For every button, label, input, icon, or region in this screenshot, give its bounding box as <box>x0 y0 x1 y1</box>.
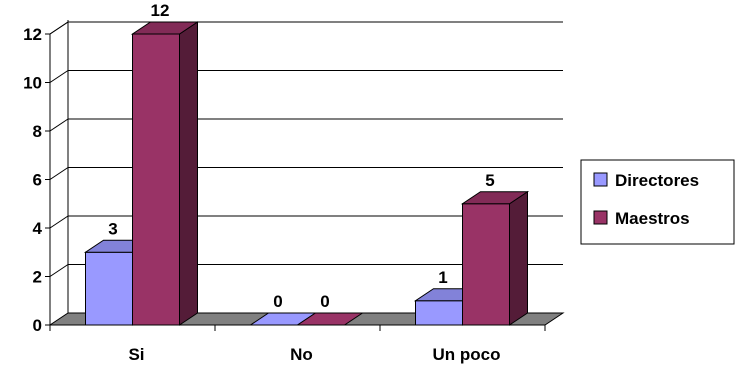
bar-maestros-2 <box>460 190 530 326</box>
x-category-label: Un poco <box>433 345 501 364</box>
x-axis: Si No Un poco <box>49 324 546 364</box>
data-label: 1 <box>438 268 447 287</box>
bar-maestros-0 <box>130 21 200 326</box>
x-category-label: Si <box>128 345 144 364</box>
bar-top <box>460 191 530 205</box>
y-tick-label: 12 <box>23 25 42 44</box>
bar-side <box>179 21 198 326</box>
data-label: 3 <box>108 219 117 238</box>
legend-label: Directores <box>615 171 699 190</box>
bar-front <box>415 300 463 326</box>
bar-side <box>509 190 528 326</box>
gridline-diagonal <box>49 215 69 229</box>
y-tick-label: 10 <box>23 74 42 93</box>
y-tick-label: 6 <box>33 171 42 190</box>
gridline-diagonal <box>49 118 69 132</box>
y-axis: 0 2 4 6 8 10 12 <box>23 25 51 335</box>
legend-swatch <box>593 172 608 187</box>
gridline-diagonal <box>49 21 69 35</box>
legend: Directores Maestros <box>580 159 735 245</box>
legend-label: Maestros <box>615 209 690 228</box>
gridline-diagonal <box>49 167 69 180</box>
data-label: 5 <box>485 171 494 190</box>
data-label: 0 <box>273 292 282 311</box>
data-labels: 3 12 0 0 1 5 <box>108 1 494 311</box>
y-tick-label: 0 <box>33 316 42 335</box>
data-label: 0 <box>320 292 329 311</box>
bar-front <box>462 203 510 326</box>
y-tick-label: 8 <box>33 122 42 141</box>
y-tick-label: 4 <box>33 219 43 238</box>
bar-top <box>130 21 200 35</box>
gridline-diagonal <box>49 264 69 277</box>
x-category-label: No <box>290 345 313 364</box>
data-label: 12 <box>151 1 170 20</box>
bar-front <box>132 33 180 326</box>
bar-front <box>85 251 133 326</box>
bars <box>83 21 530 326</box>
legend-swatch <box>593 210 608 225</box>
y-tick-label: 2 <box>33 268 42 287</box>
gridline-diagonal <box>49 70 69 83</box>
chart-walls <box>49 20 69 313</box>
